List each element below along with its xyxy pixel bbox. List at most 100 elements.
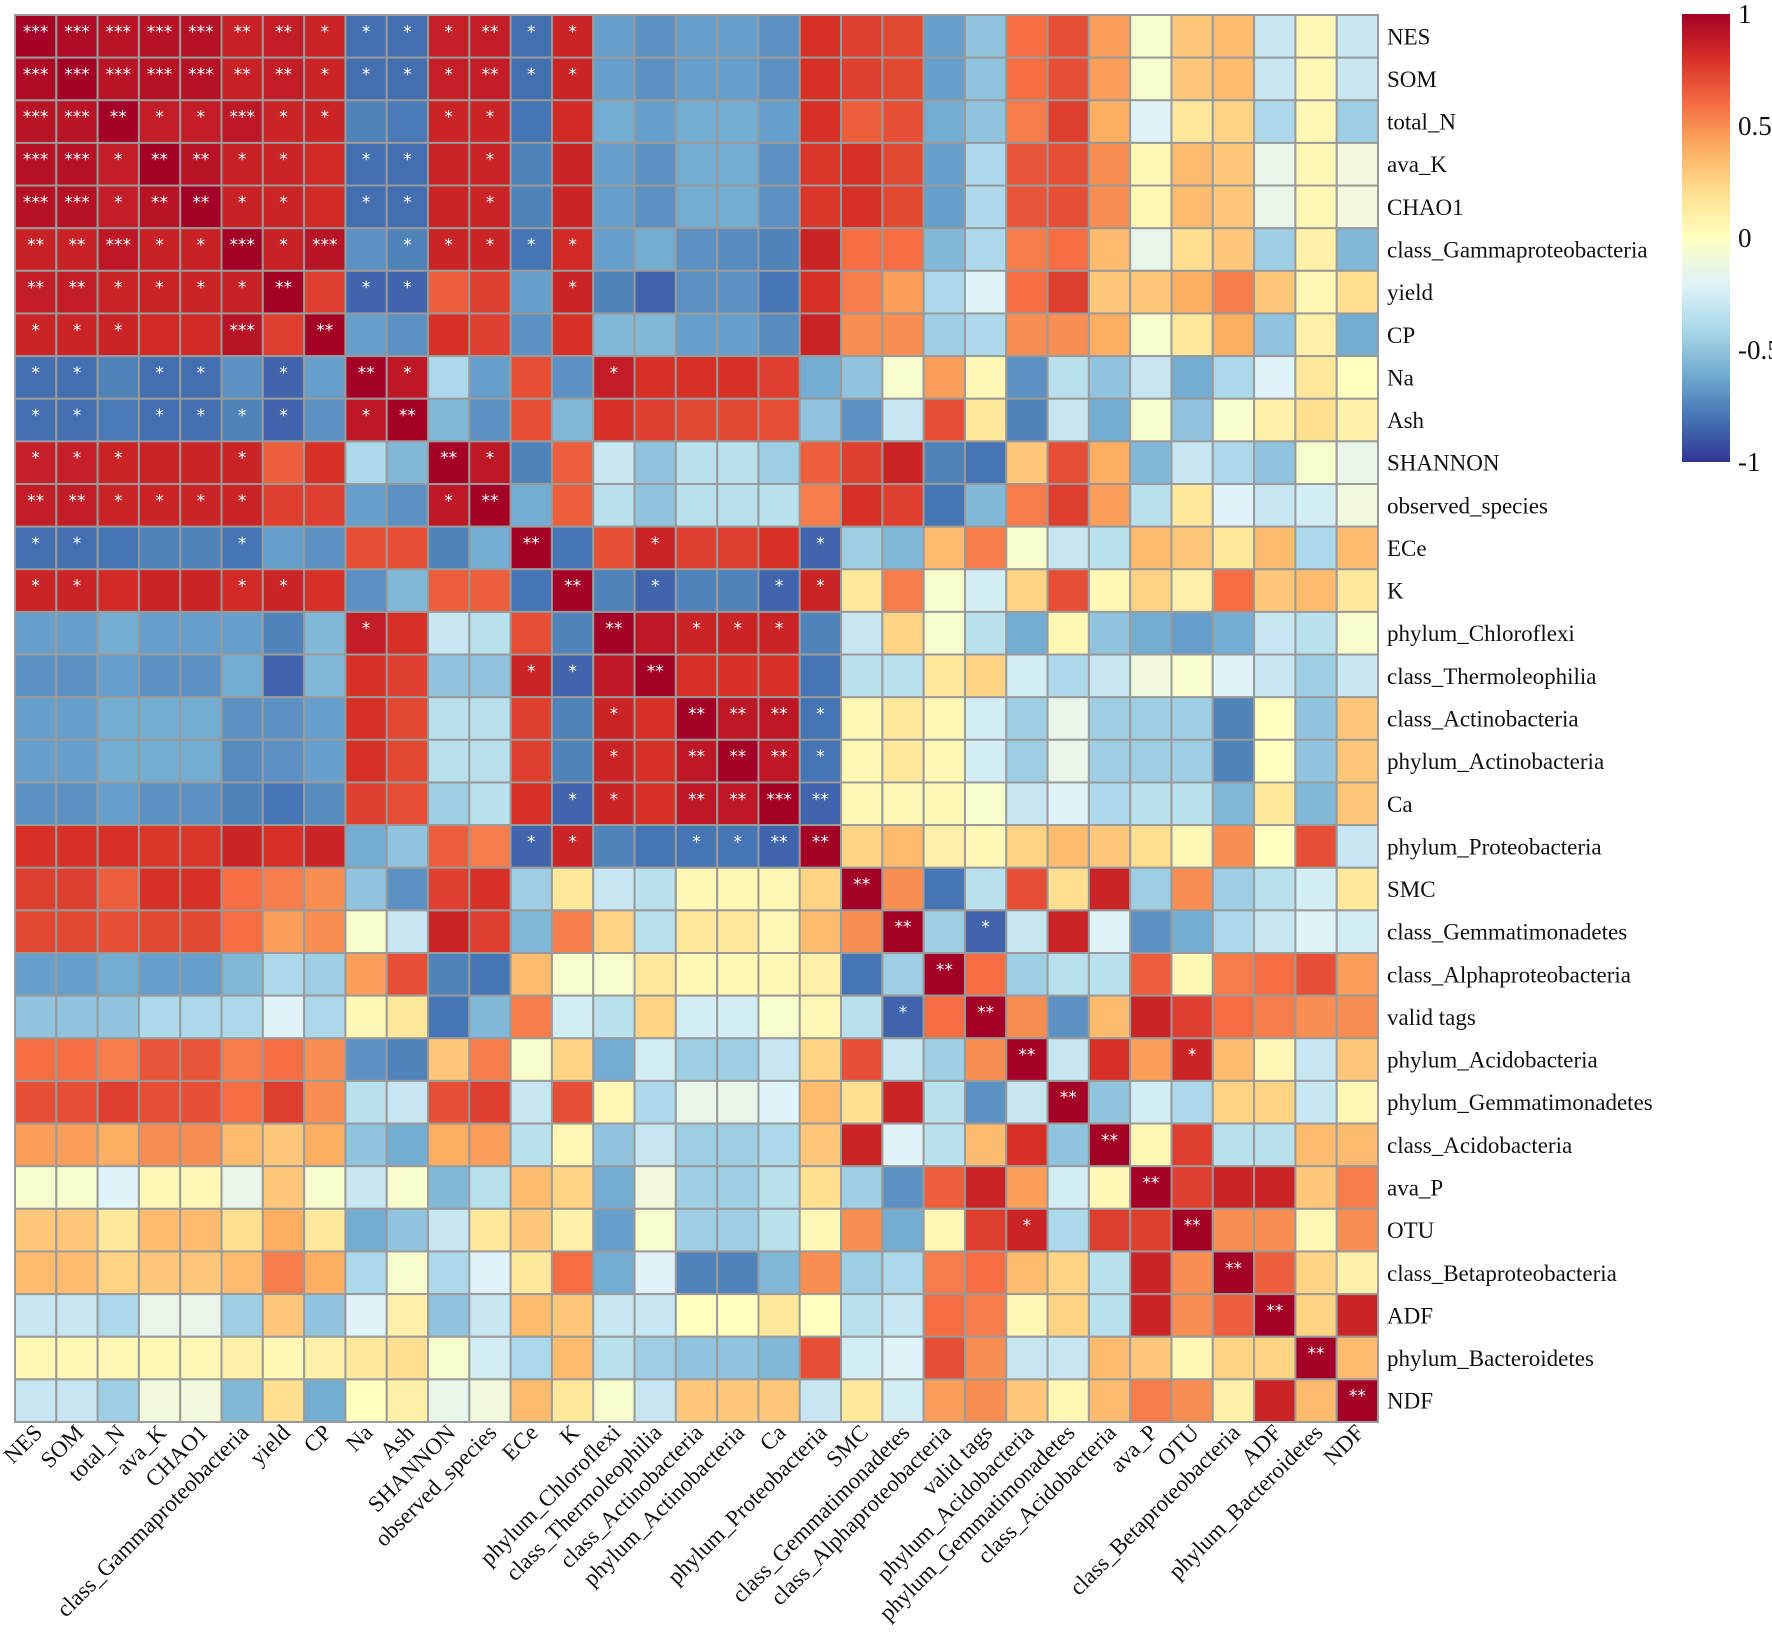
column-label: ECe xyxy=(497,1420,543,1466)
heatmap-cell xyxy=(840,909,884,955)
heatmap-cell xyxy=(1005,909,1049,955)
heatmap-cell xyxy=(137,1293,182,1338)
heatmap-cell xyxy=(96,1378,140,1424)
heatmap-cell xyxy=(716,1122,760,1168)
heatmap-cell xyxy=(550,866,595,912)
significance-mark: * xyxy=(1023,1216,1032,1236)
significance-mark: * xyxy=(403,22,412,42)
heatmap-cell xyxy=(303,1122,347,1168)
heatmap-cell xyxy=(1170,312,1214,358)
heatmap-cell xyxy=(509,824,553,869)
heatmap-cell xyxy=(1170,1378,1214,1424)
heatmap-cell xyxy=(137,525,182,571)
heatmap-cell xyxy=(96,653,140,699)
heatmap-cell xyxy=(344,1335,388,1381)
heatmap-cell xyxy=(509,269,553,315)
heatmap-cell xyxy=(963,355,1008,400)
heatmap-cell xyxy=(179,866,223,912)
heatmap-cell xyxy=(344,1122,388,1168)
row-label: class_Actinobacteria xyxy=(1387,707,1579,732)
heatmap-cell xyxy=(1170,355,1214,400)
heatmap-cell xyxy=(385,738,430,784)
significance-mark: *** xyxy=(64,193,90,213)
heatmap-cell xyxy=(1046,781,1090,827)
heatmap-cell xyxy=(14,1207,58,1253)
heatmap-cell xyxy=(1335,1079,1380,1125)
heatmap-cell xyxy=(427,1207,471,1253)
heatmap-cell xyxy=(14,696,58,741)
heatmap-cell xyxy=(963,1037,1008,1082)
heatmap-cell xyxy=(716,1293,760,1338)
heatmap-cell xyxy=(674,227,719,272)
significance-mark: * xyxy=(734,832,743,852)
heatmap-cell xyxy=(1253,397,1297,443)
heatmap-cell xyxy=(1129,397,1173,443)
heatmap-cell xyxy=(261,994,306,1040)
heatmap-cell xyxy=(1253,440,1297,486)
heatmap-cell xyxy=(509,141,553,187)
heatmap-cell xyxy=(14,824,58,869)
heatmap-cell xyxy=(881,866,925,912)
heatmap-cell xyxy=(303,653,347,699)
heatmap-cell xyxy=(179,696,223,741)
heatmap-cell xyxy=(1087,1378,1132,1424)
heatmap-cell xyxy=(385,525,430,571)
heatmap-cell xyxy=(427,1079,471,1125)
row-label: class_Betaproteobacteria xyxy=(1387,1261,1617,1286)
heatmap-cell xyxy=(179,440,223,486)
heatmap-cell xyxy=(344,653,388,699)
heatmap-cell xyxy=(1294,525,1338,571)
heatmap-cell xyxy=(344,866,388,912)
heatmap-cell xyxy=(344,994,388,1040)
heatmap-cell xyxy=(922,312,966,358)
heatmap-cell xyxy=(179,909,223,955)
significance-mark: * xyxy=(403,150,412,170)
heatmap-cell xyxy=(550,610,595,656)
significance-mark: * xyxy=(197,491,206,511)
heatmap-cell xyxy=(468,397,512,443)
heatmap-cell xyxy=(1294,738,1338,784)
heatmap-cell xyxy=(1087,355,1132,400)
heatmap-cell xyxy=(963,824,1008,869)
heatmap-cell xyxy=(633,1207,677,1253)
heatmap-cell xyxy=(261,866,306,912)
heatmap-cell xyxy=(55,610,99,656)
heatmap-cell xyxy=(303,1293,347,1338)
significance-mark: ** xyxy=(275,65,292,85)
heatmap-cell xyxy=(55,184,99,230)
heatmap-cell xyxy=(1170,56,1214,102)
heatmap-cell xyxy=(633,952,677,997)
heatmap-cell xyxy=(55,653,99,699)
heatmap-cell xyxy=(1170,1122,1214,1168)
heatmap-cell xyxy=(1046,909,1090,955)
significance-mark: ** xyxy=(1308,1344,1325,1364)
heatmap-cell xyxy=(550,227,595,272)
heatmap-cell xyxy=(716,824,760,869)
heatmap-cell xyxy=(137,440,182,486)
heatmap-cell xyxy=(674,440,719,486)
heatmap-cell xyxy=(881,1165,925,1210)
heatmap-cell xyxy=(137,312,182,358)
significance-mark: * xyxy=(816,577,825,597)
heatmap-cell xyxy=(137,866,182,912)
heatmap-cell xyxy=(344,738,388,784)
heatmap-cell xyxy=(179,1037,223,1082)
heatmap-cell xyxy=(137,781,182,827)
heatmap-cell xyxy=(1170,184,1214,230)
row-label: phylum_Gemmatimonadetes xyxy=(1387,1090,1653,1115)
heatmap-cell xyxy=(96,1293,140,1338)
heatmap-cell xyxy=(716,440,760,486)
heatmap-cell xyxy=(633,866,677,912)
heatmap-cell xyxy=(344,781,388,827)
heatmap-cell xyxy=(137,269,182,315)
heatmap-cell xyxy=(757,994,801,1040)
heatmap-cell xyxy=(468,653,512,699)
heatmap-cell xyxy=(385,1037,430,1082)
heatmap-cell xyxy=(840,1207,884,1253)
heatmap-cell xyxy=(1294,866,1338,912)
heatmap-cell xyxy=(922,653,966,699)
heatmap-cell xyxy=(1335,952,1380,997)
heatmap-cell xyxy=(344,909,388,955)
heatmap-cell xyxy=(881,1293,925,1338)
heatmap-cell xyxy=(468,738,512,784)
